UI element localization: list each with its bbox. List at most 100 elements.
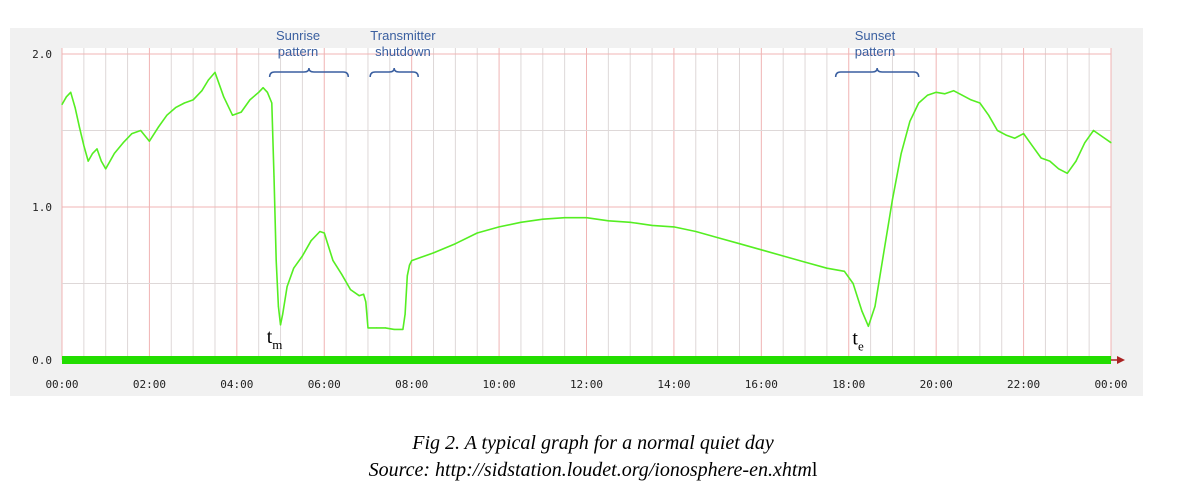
data-point: [249, 99, 251, 101]
x-tick-label: 20:00: [920, 378, 953, 391]
annotation-bracket: [834, 67, 920, 78]
marker-label: tm: [267, 326, 283, 352]
data-point: [358, 295, 360, 297]
data-point: [207, 79, 210, 81]
data-point: [432, 252, 435, 254]
data-point: [402, 328, 404, 330]
data-point: [166, 114, 168, 116]
marker-subscript: e: [858, 338, 864, 353]
data-point: [419, 256, 422, 259]
chart-svg: 00:00 02:00 04:00 06:00 08:00 10:00 12:00 14:00…: [32, 28, 1127, 391]
data-point: [140, 129, 142, 132]
data-point: [271, 102, 273, 104]
data-point: [332, 259, 334, 262]
annotation-label: pattern: [855, 44, 895, 59]
data-point: [214, 71, 216, 73]
data-point: [1092, 129, 1095, 132]
data-point: [319, 230, 321, 233]
data-point: [277, 305, 279, 308]
data-point: [74, 106, 76, 109]
data-point: [83, 145, 85, 147]
data-point: [240, 111, 242, 113]
data-point: [1101, 136, 1103, 138]
data-point: [286, 285, 288, 288]
caption-line-1: Fig 2. A typical graph for a normal quie…: [412, 432, 774, 454]
caption-source-url: Source: http://sidstation.loudet.org/ion…: [368, 459, 812, 481]
data-point: [266, 91, 269, 93]
marker-subscript: m: [272, 337, 282, 352]
annotation-label: Transmitter: [370, 28, 436, 43]
annotation-label: shutdown: [375, 44, 431, 59]
y-tick-label: 0.0: [32, 354, 52, 367]
data-point: [918, 102, 920, 104]
data-point: [87, 160, 89, 162]
data-point: [148, 140, 151, 142]
x-tick-label: 14:00: [657, 378, 690, 391]
x-tick-label: 18:00: [832, 378, 865, 391]
data-point: [926, 94, 929, 96]
caption-source-tail: l: [811, 459, 818, 481]
data-point: [843, 270, 845, 272]
data-point: [275, 259, 277, 262]
data-point: [1049, 160, 1051, 162]
data-point: [935, 91, 937, 93]
caption-line-2: Source: http://sidstation.loudet.org/ion…: [0, 457, 1186, 484]
marker-label: te: [852, 327, 864, 353]
data-point: [861, 310, 863, 312]
data-point: [1022, 132, 1025, 135]
x-tick-label: 22:00: [1007, 378, 1040, 391]
data-point: [738, 243, 741, 245]
data-point: [404, 313, 406, 315]
data-point: [454, 243, 456, 245]
annotation-bracket: [369, 67, 419, 78]
data-point: [310, 240, 312, 242]
data-point: [1075, 160, 1077, 162]
y-tick-label: 1.0: [32, 201, 52, 214]
data-point: [376, 327, 378, 329]
data-point: [607, 220, 609, 222]
data-point: [65, 96, 67, 98]
data-point: [585, 217, 588, 219]
data-point: [883, 252, 885, 254]
data-point: [393, 328, 395, 330]
data-point: [273, 175, 275, 177]
data-point: [201, 90, 203, 92]
data-point: [157, 126, 159, 129]
x-axis-arrow-icon: [1117, 356, 1125, 364]
data-point: [695, 230, 697, 233]
x-tick-label: 00:00: [45, 378, 78, 391]
data-point: [979, 102, 981, 104]
data-point: [1110, 142, 1112, 144]
data-point: [717, 237, 719, 239]
data-point: [673, 226, 675, 228]
data-point: [406, 275, 408, 277]
data-point: [476, 232, 478, 234]
data-point: [113, 152, 116, 155]
data-point: [1031, 145, 1033, 147]
data-point: [1005, 134, 1007, 136]
data-point: [498, 226, 500, 228]
data-point: [192, 99, 194, 101]
data-point: [61, 103, 63, 106]
data-point: [262, 87, 264, 89]
data-point: [411, 259, 413, 262]
data-point: [100, 160, 102, 162]
data-point: [231, 114, 234, 116]
data-point: [1084, 142, 1086, 144]
data-point: [760, 249, 762, 251]
data-point: [367, 327, 369, 329]
data-point: [70, 91, 72, 93]
data-point: [293, 267, 295, 269]
data-point: [96, 148, 98, 150]
data-point: [1040, 157, 1042, 159]
data-point: [175, 106, 177, 109]
data-point: [362, 293, 365, 295]
data-point: [564, 217, 566, 219]
data-point: [301, 255, 303, 257]
data-point: [782, 255, 784, 257]
data-point: [328, 246, 330, 248]
x-tick-label: 12:00: [570, 378, 603, 391]
data-point: [258, 91, 260, 93]
x-tick-label: 00:00: [1094, 378, 1127, 391]
x-tick-label: 06:00: [308, 378, 341, 391]
